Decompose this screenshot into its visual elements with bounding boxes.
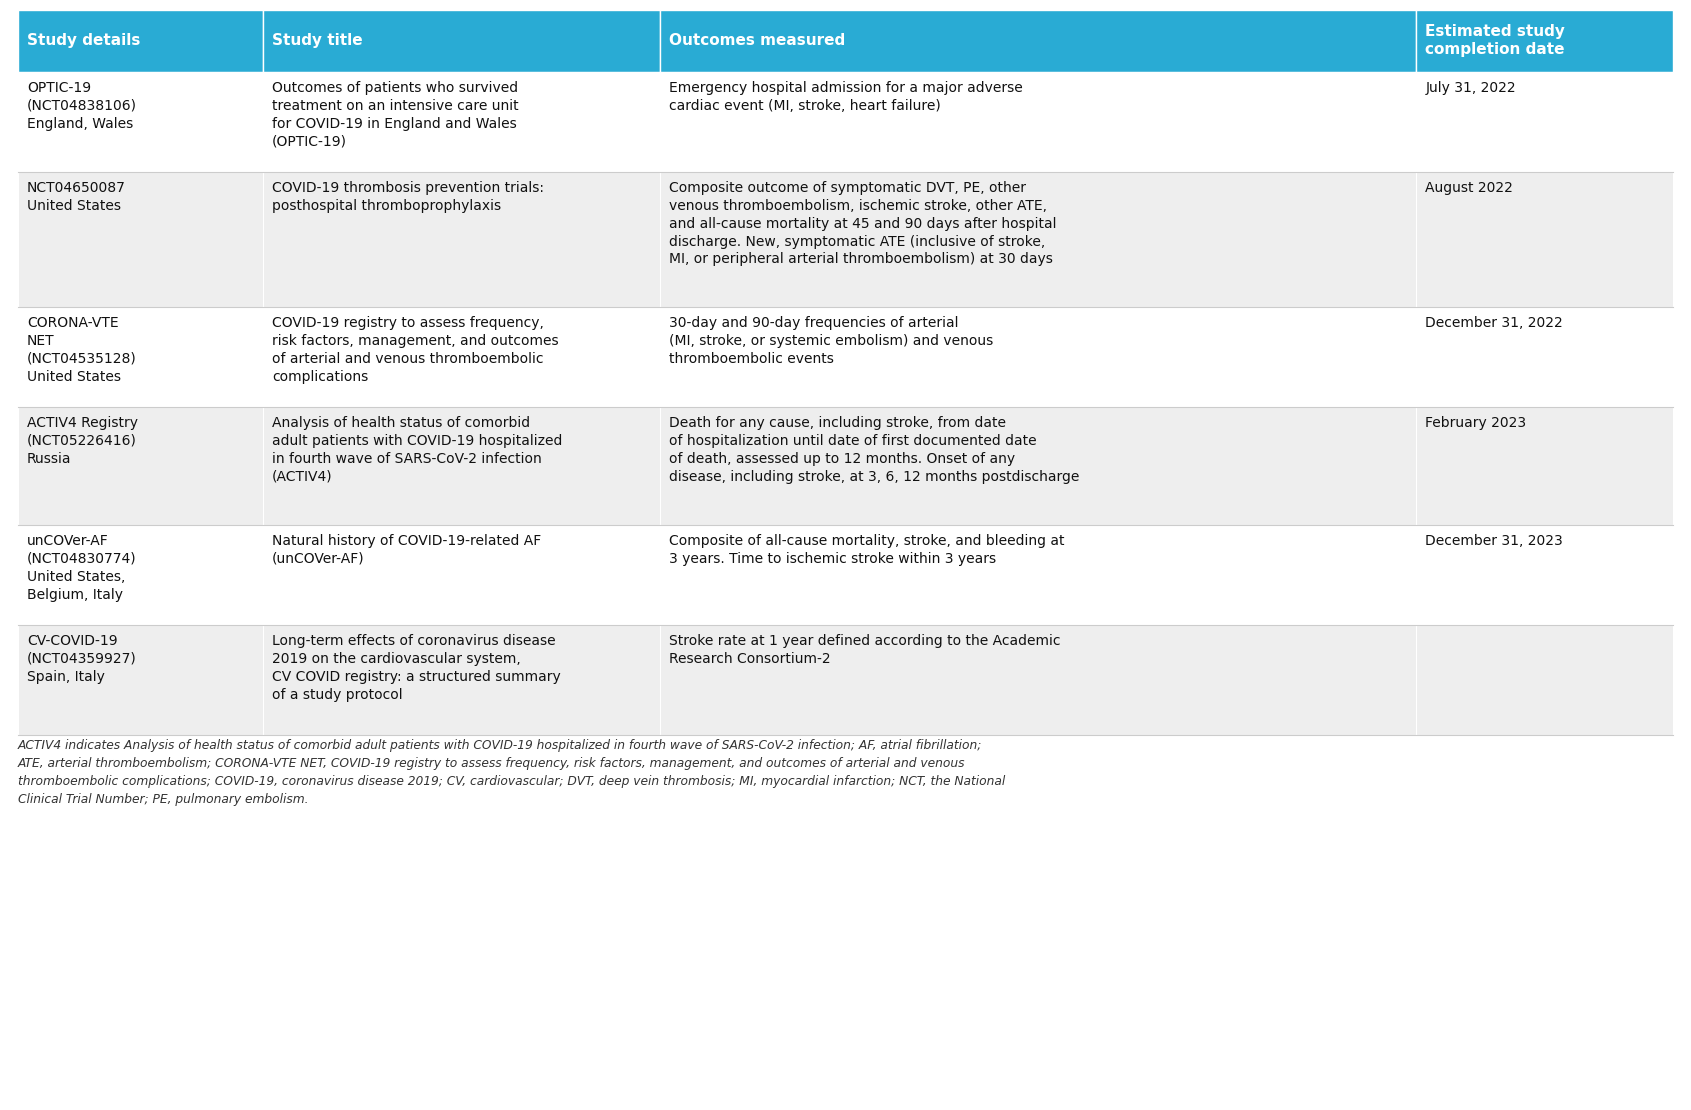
Bar	[19, 307, 262, 407]
Bar	[659, 307, 1417, 407]
Bar	[262, 72, 659, 172]
Text: NCT04650087
United States: NCT04650087 United States	[27, 181, 125, 213]
Bar	[19, 407, 262, 525]
Text: Study details: Study details	[27, 33, 140, 49]
Text: OPTIC-19
(NCT04838106)
England, Wales: OPTIC-19 (NCT04838106) England, Wales	[27, 81, 137, 131]
Text: Emergency hospital admission for a major adverse
cardiac event (MI, stroke, hear: Emergency hospital admission for a major…	[670, 81, 1023, 113]
Text: July 31, 2022: July 31, 2022	[1426, 81, 1517, 95]
Text: Death for any cause, including stroke, from date
of hospitalization until date o: Death for any cause, including stroke, f…	[670, 416, 1079, 484]
Text: Long-term effects of coronavirus disease
2019 on the cardiovascular system,
CV C: Long-term effects of coronavirus disease…	[272, 634, 561, 702]
Bar	[659, 407, 1417, 525]
Bar	[19, 625, 262, 735]
Text: December 31, 2022: December 31, 2022	[1426, 316, 1562, 330]
Bar	[19, 525, 262, 625]
Bar	[1417, 525, 1672, 625]
Bar	[262, 625, 659, 735]
Bar	[262, 307, 659, 407]
Bar	[19, 172, 262, 307]
Text: August 2022: August 2022	[1426, 181, 1513, 195]
Bar	[19, 72, 262, 172]
Text: Estimated study
completion date: Estimated study completion date	[1426, 24, 1566, 58]
Bar	[1417, 10, 1672, 72]
Bar	[1417, 625, 1672, 735]
Text: Study title: Study title	[272, 33, 362, 49]
Text: Outcomes of patients who survived
treatment on an intensive care unit
for COVID-: Outcomes of patients who survived treatm…	[272, 81, 519, 149]
Text: COVID-19 thrombosis prevention trials:
posthospital thromboprophylaxis: COVID-19 thrombosis prevention trials: p…	[272, 181, 545, 213]
Text: ACTIV4 Registry
(NCT05226416)
Russia: ACTIV4 Registry (NCT05226416) Russia	[27, 416, 139, 466]
Bar	[262, 525, 659, 625]
Text: 30-day and 90-day frequencies of arterial
(MI, stroke, or systemic embolism) and: 30-day and 90-day frequencies of arteria…	[670, 316, 993, 365]
Bar	[262, 407, 659, 525]
Bar	[659, 10, 1417, 72]
Bar	[262, 172, 659, 307]
Bar	[659, 625, 1417, 735]
Bar	[1417, 172, 1672, 307]
Text: February 2023: February 2023	[1426, 416, 1527, 430]
Text: Composite of all-cause mortality, stroke, and bleeding at
3 years. Time to ische: Composite of all-cause mortality, stroke…	[670, 534, 1065, 566]
Text: CV-COVID-19
(NCT04359927)
Spain, Italy: CV-COVID-19 (NCT04359927) Spain, Italy	[27, 634, 137, 684]
Bar	[1417, 72, 1672, 172]
Text: unCOVer-AF
(NCT04830774)
United States,
Belgium, Italy: unCOVer-AF (NCT04830774) United States, …	[27, 534, 137, 602]
Bar	[1417, 307, 1672, 407]
Text: Analysis of health status of comorbid
adult patients with COVID-19 hospitalized
: Analysis of health status of comorbid ad…	[272, 416, 563, 484]
Text: CORONA-VTE
NET
(NCT04535128)
United States: CORONA-VTE NET (NCT04535128) United Stat…	[27, 316, 137, 384]
Text: Composite outcome of symptomatic DVT, PE, other
venous thromboembolism, ischemic: Composite outcome of symptomatic DVT, PE…	[670, 181, 1057, 266]
Text: December 31, 2023: December 31, 2023	[1426, 534, 1562, 548]
Bar	[262, 10, 659, 72]
Bar	[19, 10, 262, 72]
Text: Natural history of COVID-19-related AF
(unCOVer-AF): Natural history of COVID-19-related AF (…	[272, 534, 541, 566]
Bar	[659, 172, 1417, 307]
Text: COVID-19 registry to assess frequency,
risk factors, management, and outcomes
of: COVID-19 registry to assess frequency, r…	[272, 316, 558, 384]
Text: Stroke rate at 1 year defined according to the Academic
Research Consortium-2: Stroke rate at 1 year defined according …	[670, 634, 1060, 666]
Text: Outcomes measured: Outcomes measured	[670, 33, 846, 49]
Bar	[659, 72, 1417, 172]
Bar	[1417, 407, 1672, 525]
Bar	[659, 525, 1417, 625]
Text: ACTIV4 indicates Analysis of health status of comorbid adult patients with COVID: ACTIV4 indicates Analysis of health stat…	[19, 739, 1004, 806]
